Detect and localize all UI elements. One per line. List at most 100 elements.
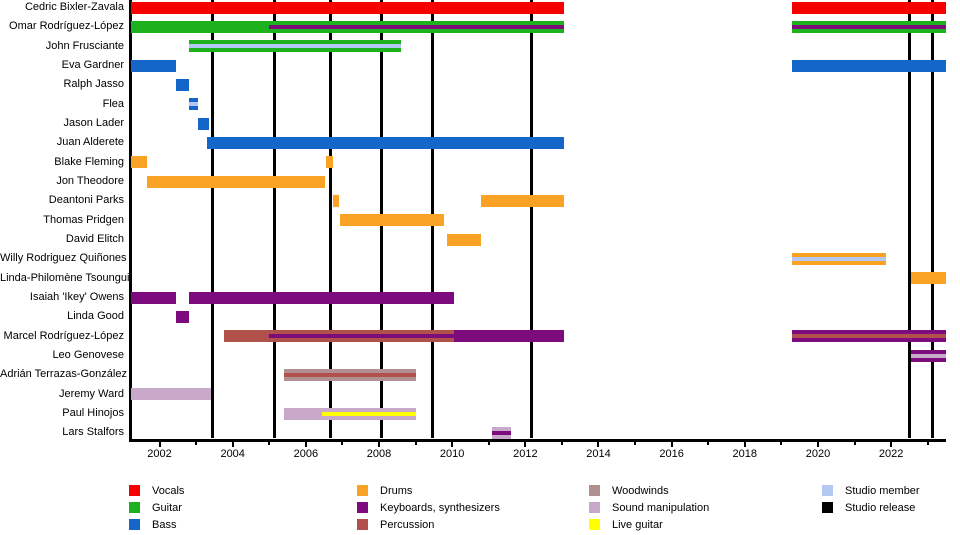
timeline-bar [792, 59, 946, 72]
member-label: Linda-Philomène Tsoungui [0, 271, 130, 284]
x-axis-major-tick [524, 441, 527, 447]
timeline-bar-stripe [792, 256, 886, 261]
x-axis-minor-tick [487, 441, 490, 445]
timeline-bar [175, 78, 189, 91]
x-axis-major-tick [670, 441, 673, 447]
timeline-bar [131, 59, 176, 72]
legend-label: Drums [380, 484, 413, 497]
x-axis-tick-label: 2008 [366, 448, 392, 460]
legend-swatch-woodwinds [589, 484, 600, 496]
studio-release-line [272, 0, 276, 438]
legend-swatch-sound-manipulation [589, 501, 600, 513]
legend-swatch-keyboards [357, 501, 368, 513]
studio-release-line [907, 0, 911, 438]
member-label: Flea [102, 97, 124, 110]
x-axis-tick-label: 2016 [659, 448, 684, 460]
legend-swatch-percussion [357, 518, 368, 530]
timeline-bar [911, 349, 946, 362]
legend-label: Guitar [152, 501, 182, 514]
timeline-bar [325, 156, 333, 169]
x-axis-minor-tick [707, 441, 710, 445]
member-label: Thomas Pridgen [43, 213, 124, 226]
member-label: Leo Genovese [52, 349, 124, 362]
x-axis-line [129, 439, 946, 442]
timeline-bar-stripe [792, 24, 946, 29]
timeline-bar [131, 291, 176, 304]
member-label: Juan Alderete [56, 136, 124, 149]
member-label: Ralph Jasso [63, 78, 124, 91]
x-axis-minor-tick [926, 441, 929, 445]
x-axis-major-tick [451, 441, 454, 447]
studio-release-line [530, 0, 534, 438]
x-axis-tick-label: 2022 [878, 448, 904, 460]
legend-swatch-studio-member [822, 484, 833, 496]
x-axis-major-tick [890, 441, 893, 447]
member-label: Paul Hinojos [62, 407, 124, 420]
x-axis-minor-tick [414, 441, 417, 445]
x-axis-major-tick [743, 441, 746, 447]
timeline-bar-stripe [491, 430, 511, 435]
studio-release-line [211, 0, 215, 438]
timeline-bar [188, 291, 454, 304]
member-label: Blake Fleming [54, 155, 124, 168]
legend-label: Percussion [380, 518, 435, 531]
timeline-bar [131, 1, 564, 14]
x-axis-tick-label: 2018 [732, 448, 758, 460]
x-axis-minor-tick [634, 441, 637, 445]
legend-swatch-live-guitar [589, 518, 600, 530]
legend-label: Keyboards, synthesizers [380, 501, 500, 514]
timeline-bar [480, 194, 564, 207]
timeline-bar [792, 20, 946, 33]
member-label: Linda Good [67, 310, 124, 323]
legend-swatch-drums [357, 484, 368, 496]
timeline-bar [207, 136, 564, 149]
y-axis-line [129, 0, 132, 441]
x-axis-tick-label: 2010 [439, 448, 465, 460]
member-label: David Elitch [65, 233, 124, 246]
legend-label: Studio release [845, 501, 916, 514]
legend-label: Vocals [152, 484, 185, 497]
member-label: Deantoni Parks [48, 194, 124, 207]
timeline-bar-stripe [269, 334, 454, 339]
member-label: Adrián Terrazas-González [0, 368, 127, 381]
x-axis-minor-tick [268, 441, 271, 445]
x-axis-major-tick [816, 441, 819, 447]
timeline-bar [792, 330, 946, 343]
x-axis-major-tick [597, 441, 600, 447]
x-axis-minor-tick [780, 441, 783, 445]
member-label: Jeremy Ward [59, 387, 124, 400]
x-axis-tick-label: 2014 [586, 448, 611, 460]
member-label: Omar Rodríguez-López [9, 20, 124, 33]
timeline-bar-stripe [269, 24, 564, 29]
timeline-bar [491, 426, 511, 439]
timeline-bar [223, 330, 454, 343]
member-label: Marcel Rodríguez-López [3, 329, 124, 342]
x-axis-tick-label: 2006 [293, 448, 319, 460]
x-axis-major-tick [158, 441, 161, 447]
timeline-bar [188, 98, 198, 111]
x-axis-tick-label: 2002 [147, 448, 172, 460]
member-label: Lars Stalfors [62, 426, 124, 439]
member-label: Willy Rodriguez Quiñones [0, 252, 127, 265]
x-axis-tick-label: 2020 [805, 448, 831, 460]
member-label: Isaiah 'Ikey' Owens [29, 291, 124, 304]
x-axis-minor-tick [853, 441, 856, 445]
legend-label: Studio member [845, 484, 920, 497]
member-label: Cedric Bixler-Zavala [24, 1, 124, 14]
timeline-bar-stripe [283, 372, 416, 377]
timeline-bar-stripe [322, 411, 416, 416]
timeline-bar [339, 214, 445, 227]
legend-label: Live guitar [612, 518, 663, 531]
studio-release-line [930, 0, 934, 438]
timeline-bar [446, 233, 481, 246]
legend-label: Sound manipulation [612, 501, 710, 514]
timeline-bar [131, 388, 211, 401]
plot-area [131, 0, 946, 439]
timeline-bar-stripe [792, 334, 946, 339]
timeline-bar [792, 1, 946, 14]
timeline-bar-stripe [188, 102, 198, 107]
timeline-bar [146, 175, 325, 188]
member-label: John Frusciante [45, 39, 124, 52]
legend-swatch-bass [129, 518, 140, 530]
